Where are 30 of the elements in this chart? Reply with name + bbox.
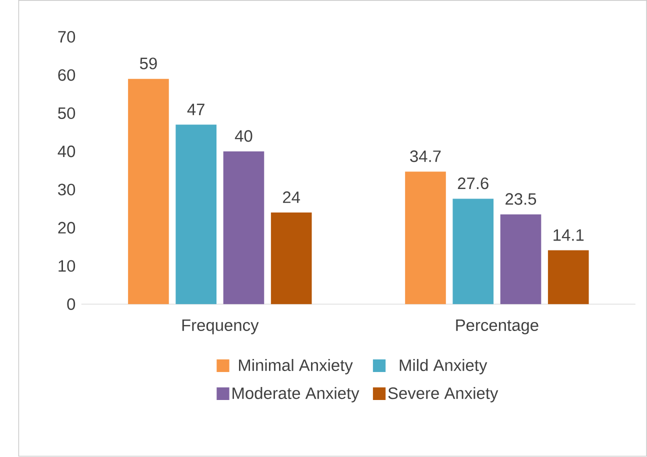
data-label: 24 xyxy=(283,192,300,204)
y-tick-label: 60 xyxy=(58,69,76,82)
legend-label: Minimal Anxiety xyxy=(239,359,353,375)
legend-label: Mild Anxiety xyxy=(400,359,488,375)
bar xyxy=(548,250,589,304)
y-tick-label: 10 xyxy=(58,260,76,272)
bar xyxy=(405,172,446,304)
data-label: 47 xyxy=(187,104,204,116)
data-label: 40 xyxy=(234,130,252,142)
y-tick-label: 50 xyxy=(58,108,76,120)
y-tick-label: 0 xyxy=(67,298,76,310)
data-label: 23.5 xyxy=(506,193,536,206)
x-tick-label: Frequency xyxy=(182,320,259,334)
data-label: 34.7 xyxy=(410,150,441,162)
x-tick-label: Percentage xyxy=(456,320,538,334)
y-tick-label: 40 xyxy=(58,146,76,158)
bar xyxy=(452,198,494,304)
legend-label: Moderate Anxiety xyxy=(232,387,360,402)
y-tick-label: 20 xyxy=(58,222,76,234)
data-label: 14.1 xyxy=(554,230,584,241)
bar xyxy=(223,152,264,304)
data-label: 59 xyxy=(140,58,157,70)
y-tick-label: 30 xyxy=(58,184,76,196)
bar xyxy=(176,124,217,304)
legend-label: Severe Anxiety xyxy=(388,387,498,402)
bar xyxy=(500,214,542,304)
bar xyxy=(270,212,312,304)
data-label: 27.6 xyxy=(458,178,488,190)
y-tick-label: 70 xyxy=(58,31,76,43)
bar xyxy=(128,79,169,304)
